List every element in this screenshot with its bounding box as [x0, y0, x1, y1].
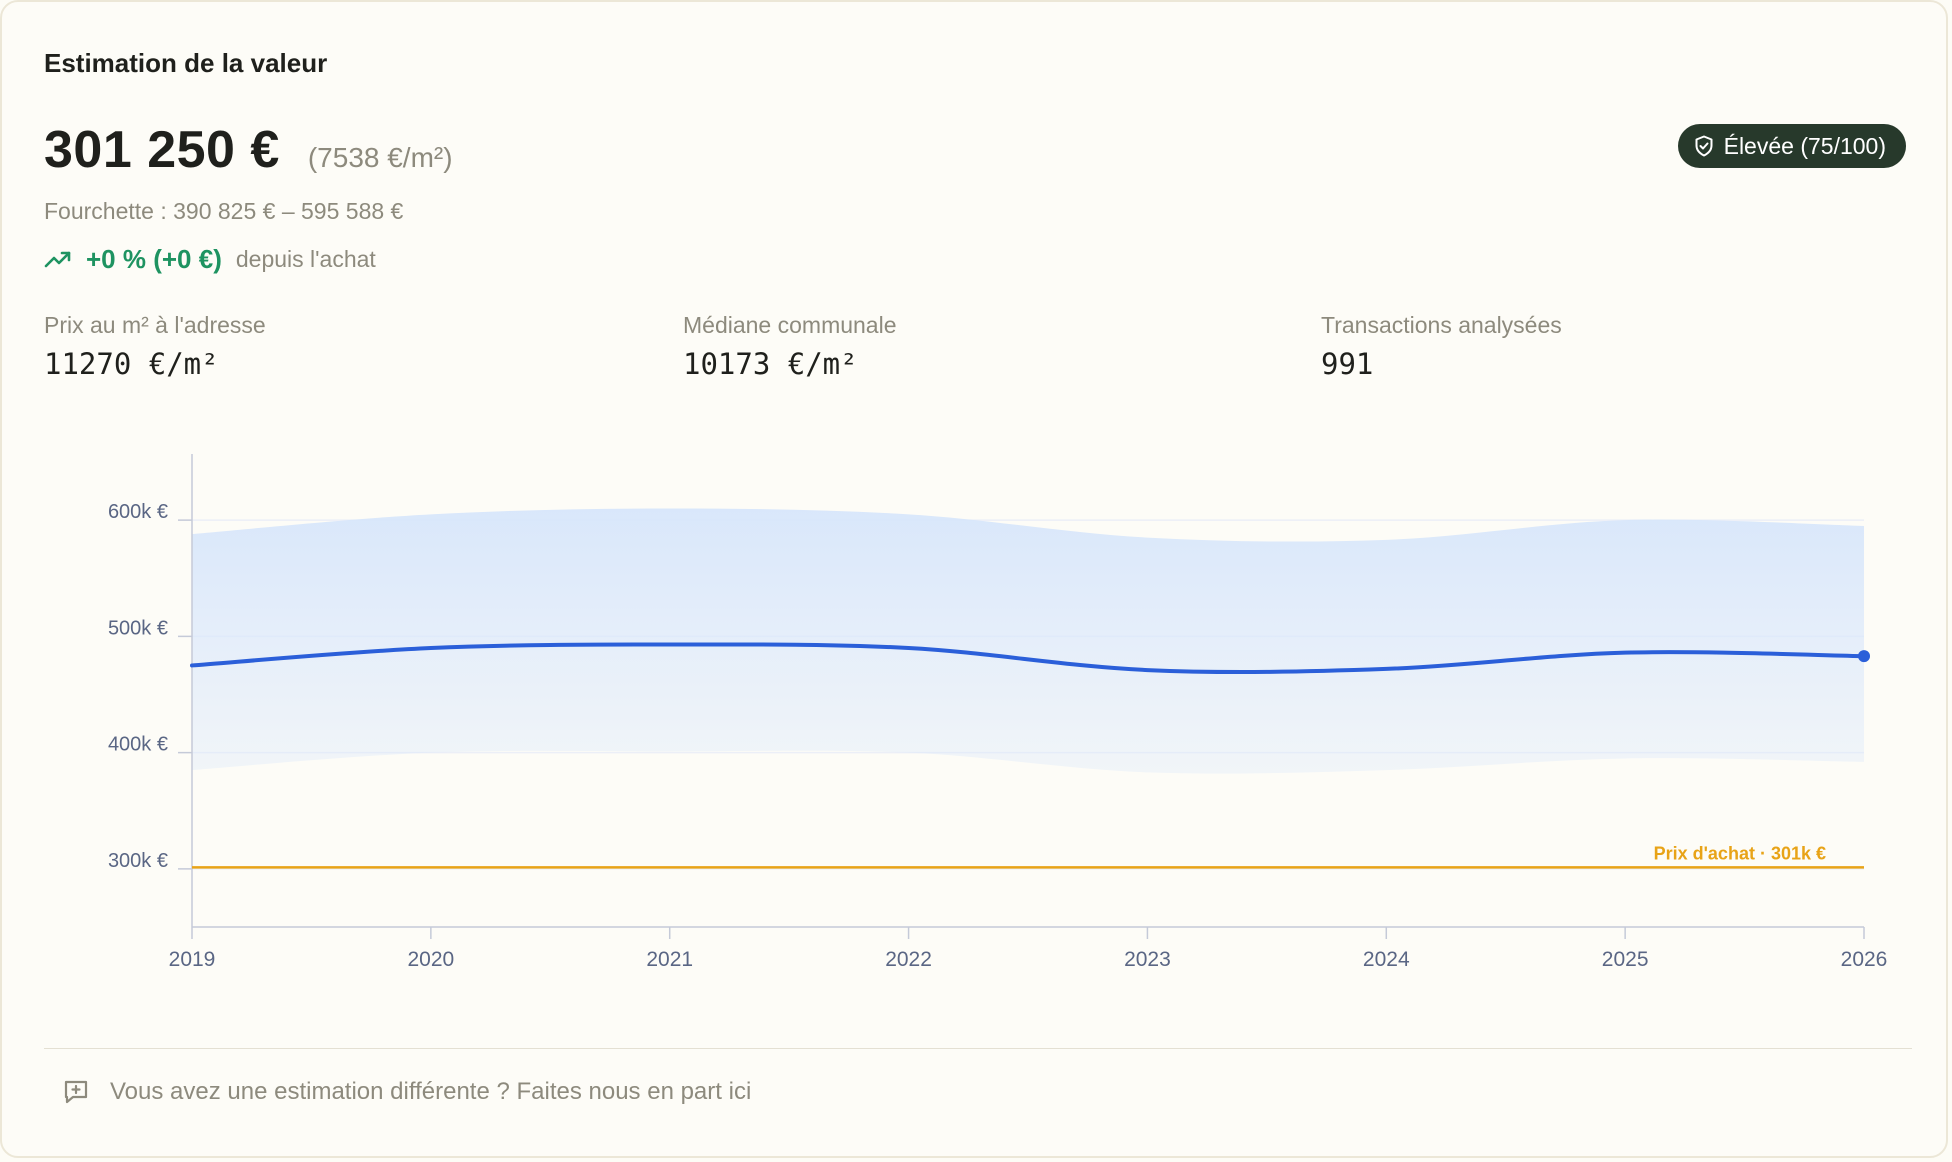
stat-transactions: Transactions analysées 991	[1321, 312, 1562, 381]
stat-median-commune: Médiane communale 10173 €/m²	[683, 312, 897, 381]
price-row: 301 250 € (7538 €/m²)	[44, 120, 453, 180]
stat-label: Transactions analysées	[1321, 312, 1562, 338]
feedback-link[interactable]: Vous avez une estimation différente ? Fa…	[62, 1078, 751, 1106]
stat-price-address: Prix au m² à l'adresse 11270 €/m²	[44, 312, 266, 381]
price-range: Fourchette : 390 825 € – 595 588 €	[44, 198, 404, 224]
x-tick-label: 2026	[1841, 948, 1888, 971]
x-tick-label: 2023	[1124, 948, 1171, 971]
value-change-label: depuis l'achat	[235, 246, 376, 272]
stat-label: Prix au m² à l'adresse	[44, 312, 266, 338]
price-per-sqm: (7538 €/m²)	[307, 142, 453, 173]
y-tick-label: 400k €	[108, 734, 168, 756]
y-tick-label: 600k €	[108, 501, 168, 523]
stat-label: Médiane communale	[683, 312, 897, 338]
x-tick-label: 2022	[885, 948, 932, 971]
x-tick-label: 2020	[407, 948, 454, 971]
estimated-price: 301 250 €	[44, 121, 280, 179]
feedback-link-label: Vous avez une estimation différente ? Fa…	[110, 1078, 752, 1105]
change-row: +0 % (+0 €) depuis l'achat	[44, 244, 376, 275]
trending-up-icon	[44, 251, 71, 267]
divider	[44, 1048, 1912, 1049]
x-tick-label: 2024	[1363, 948, 1410, 971]
value-change: +0 % (+0 €)	[86, 244, 222, 274]
stat-value: 991	[1321, 347, 1374, 381]
message-plus-icon	[64, 1080, 88, 1104]
stat-value: 11270 €/m²	[44, 347, 219, 381]
value-history-chart: Prix d'achat · 301k € 300k € 400k € 500k €…	[108, 454, 1888, 971]
card-title: Estimation de la valeur	[44, 48, 328, 78]
x-tick-label: 2019	[169, 948, 216, 971]
purchase-price-label: Prix d'achat · 301k €	[1654, 843, 1826, 863]
x-tick-label: 2025	[1602, 948, 1649, 971]
y-tick-label: 300k €	[108, 850, 168, 872]
stat-value: 10173 €/m²	[683, 347, 858, 381]
confidence-badge-label: Élevée (75/100)	[1723, 132, 1886, 159]
estimate-line	[190, 642, 1866, 675]
x-tick-label: 2021	[646, 948, 693, 971]
shield-check-icon	[1695, 135, 1713, 157]
latest-estimate-point[interactable]	[1858, 650, 1870, 663]
estimate-range-band	[192, 508, 1864, 774]
y-tick-label: 500k €	[108, 617, 168, 639]
confidence-badge: Élevée (75/100)	[1677, 124, 1906, 168]
